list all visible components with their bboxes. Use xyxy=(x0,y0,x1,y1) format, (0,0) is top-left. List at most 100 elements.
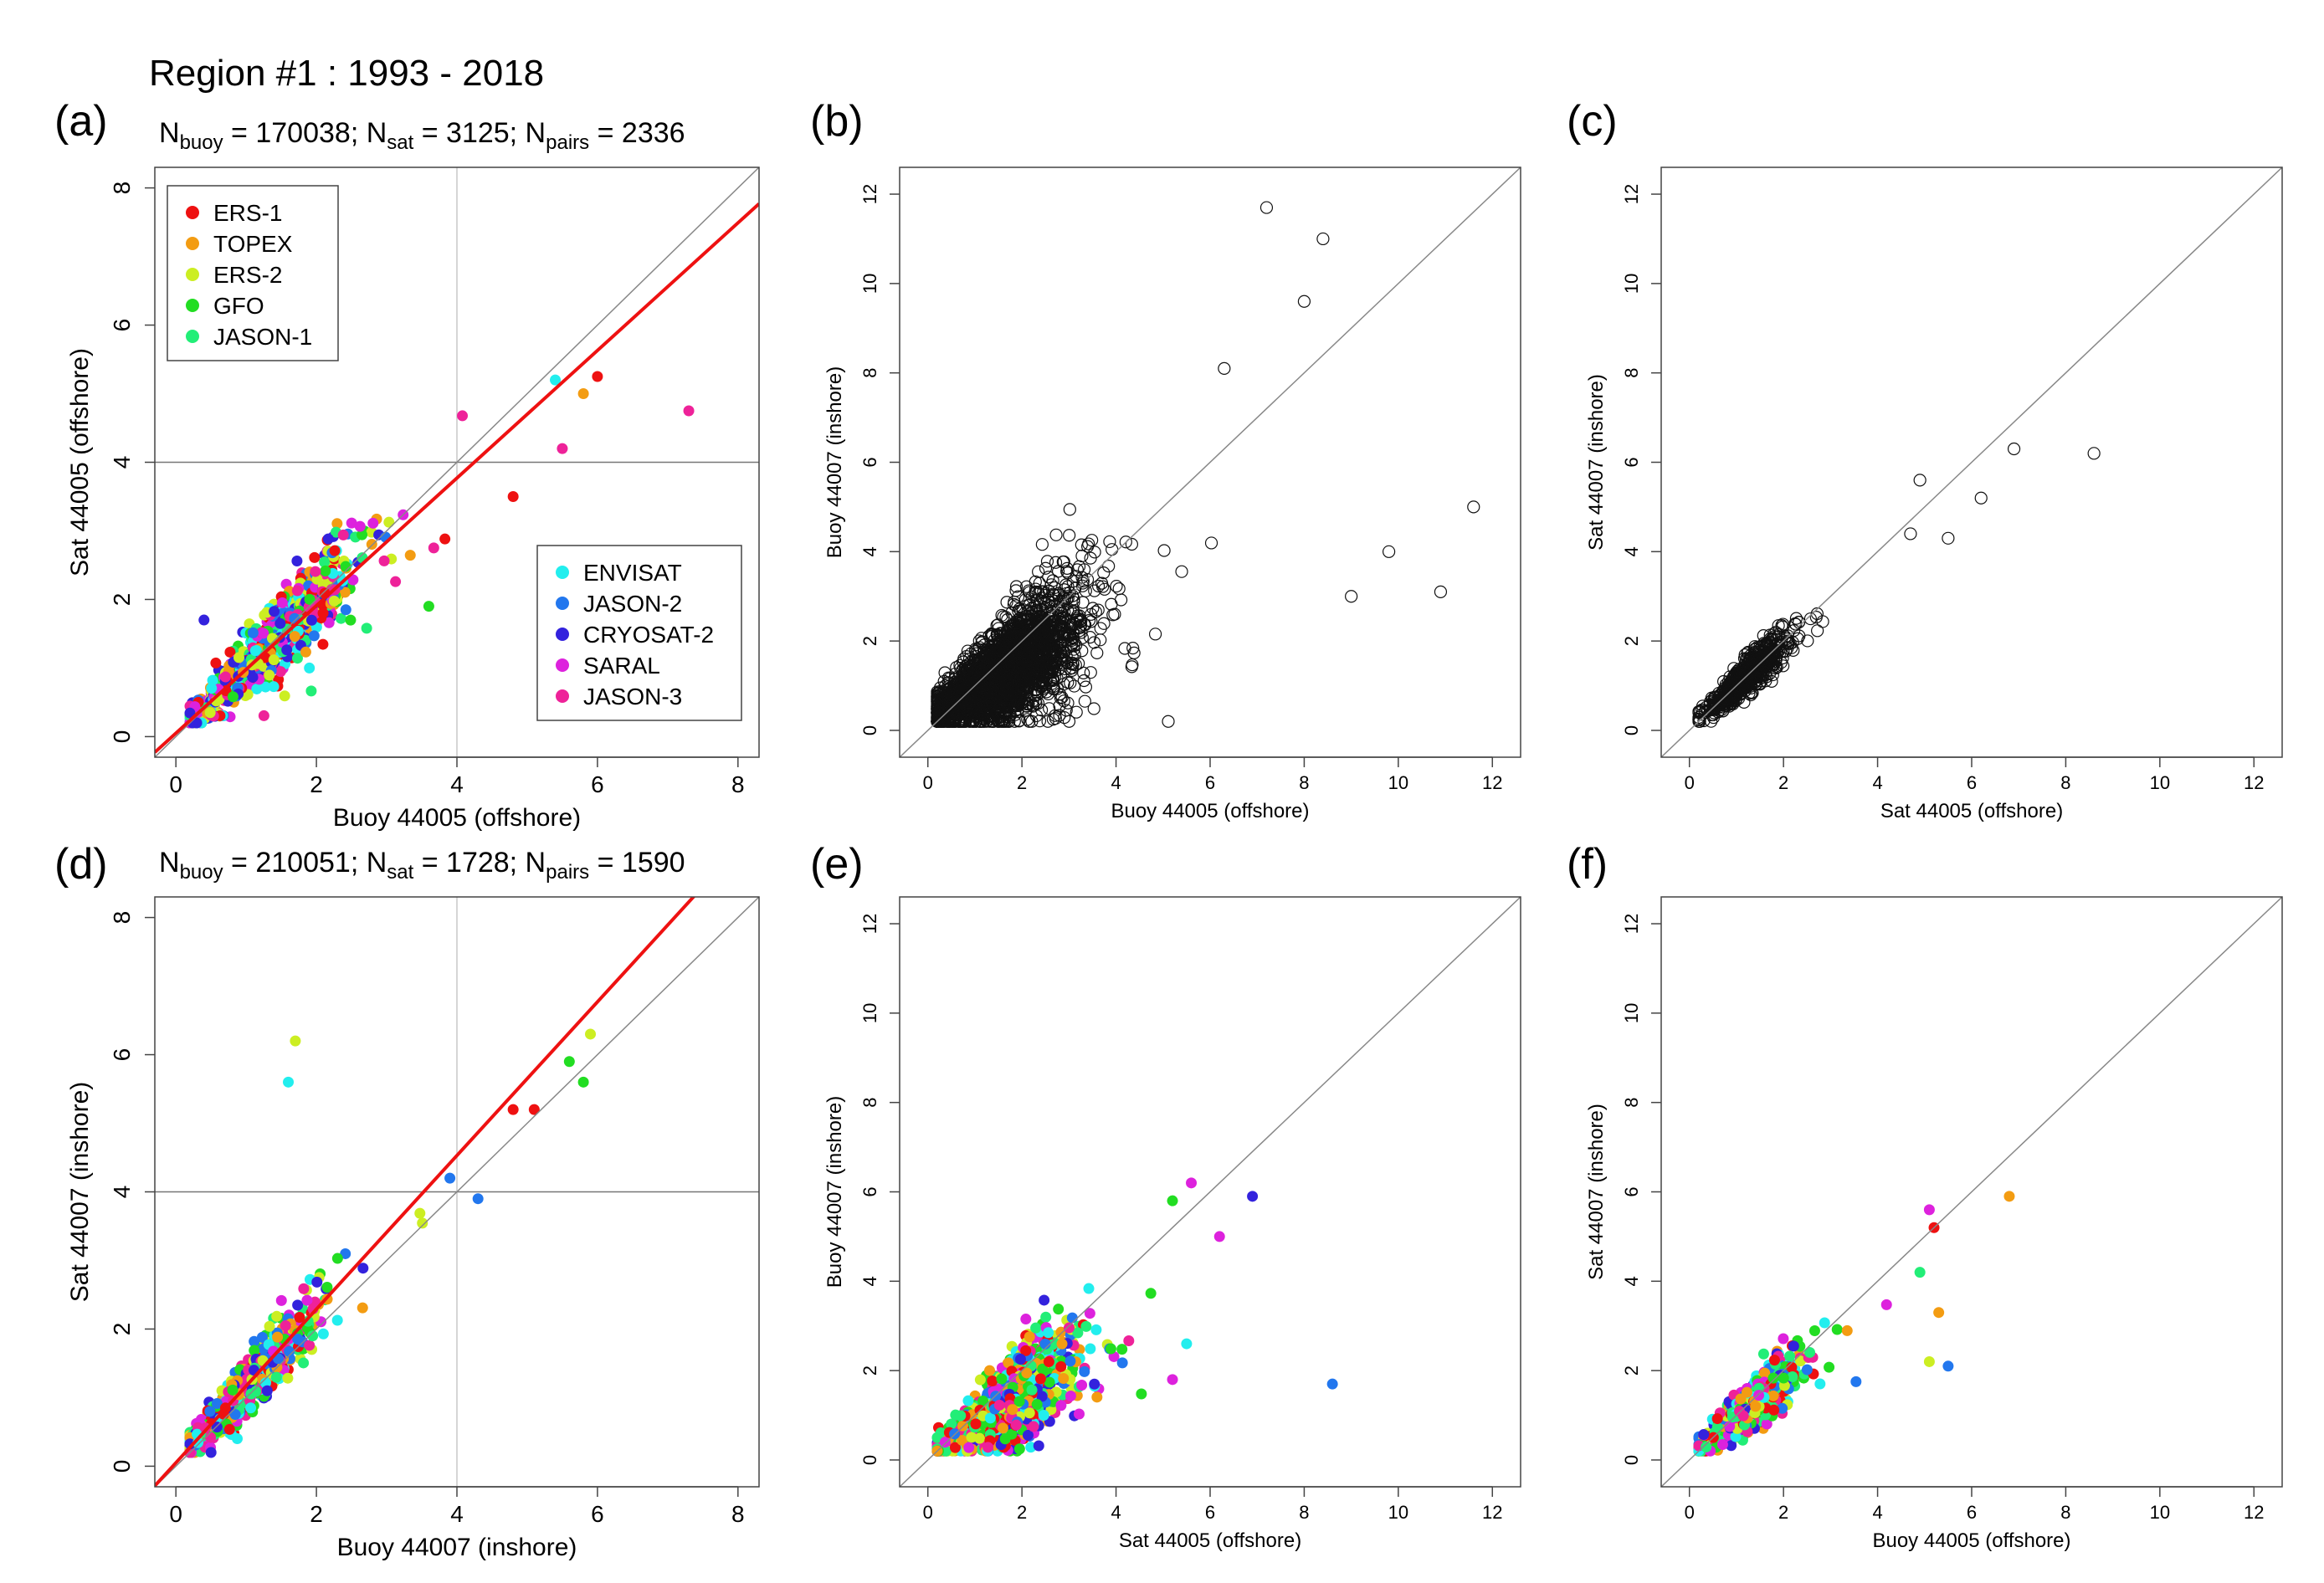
data-point xyxy=(274,617,286,629)
one-to-one-line xyxy=(900,167,1521,757)
data-point xyxy=(206,683,218,694)
data-point xyxy=(340,1247,351,1259)
data-point xyxy=(994,706,1008,720)
x-tick-label: 6 xyxy=(591,771,604,797)
data-point xyxy=(423,601,434,612)
data-point xyxy=(1012,715,1026,728)
data-point xyxy=(1033,715,1047,728)
data-point xyxy=(1716,700,1729,714)
data-point xyxy=(998,706,1012,720)
legend-label: ERS-1 xyxy=(213,200,282,226)
data-point xyxy=(1022,584,1035,597)
data-point xyxy=(1005,629,1018,643)
data-point xyxy=(1112,582,1126,596)
data-point xyxy=(1974,491,1988,505)
data-point xyxy=(1005,659,1019,674)
data-point xyxy=(308,630,320,642)
data-point xyxy=(1062,715,1076,728)
data-point xyxy=(301,1294,313,1306)
data-point xyxy=(210,657,222,669)
data-point xyxy=(274,666,286,678)
y-tick-label: 4 xyxy=(109,456,135,469)
legend-marker xyxy=(556,566,569,579)
data-point xyxy=(292,1299,304,1311)
data-point xyxy=(1105,597,1118,611)
data-point xyxy=(1075,549,1089,563)
regression-line xyxy=(155,202,759,754)
plot-area xyxy=(900,167,1521,757)
data-point xyxy=(1009,584,1023,597)
data-point xyxy=(271,1310,283,1322)
data-point xyxy=(347,574,359,586)
data-point xyxy=(1787,643,1800,657)
data-point xyxy=(383,516,395,528)
data-point xyxy=(1467,500,1480,514)
data-point xyxy=(331,1253,343,1264)
legend-label: SARAL xyxy=(583,653,660,679)
x-tick-label: 6 xyxy=(1205,772,1215,793)
data-point xyxy=(1043,666,1057,679)
data-point xyxy=(1789,612,1803,625)
data-point xyxy=(1025,605,1039,618)
one-to-one-line xyxy=(1661,167,2282,757)
data-point xyxy=(204,707,216,719)
data-point xyxy=(1383,545,1396,558)
data-point xyxy=(1090,646,1104,659)
data-point xyxy=(1001,613,1014,627)
data-point xyxy=(969,643,982,656)
data-point xyxy=(975,664,988,678)
data-point xyxy=(367,517,379,529)
data-point xyxy=(1738,684,1752,698)
data-point xyxy=(2007,442,2021,456)
data-point xyxy=(993,655,1007,669)
data-point xyxy=(304,662,316,674)
data-point xyxy=(404,550,416,561)
data-point xyxy=(1259,201,1274,214)
data-point xyxy=(1913,474,1926,487)
x-axis: 0 2 4 6 8 10 12 xyxy=(923,756,1503,793)
data-point xyxy=(1097,566,1111,580)
data-point xyxy=(943,683,957,696)
data-point xyxy=(1085,534,1099,547)
data-point xyxy=(1297,295,1311,308)
legend-marker xyxy=(186,206,199,219)
data-point xyxy=(1046,682,1059,695)
data-point xyxy=(1782,636,1796,650)
x-axis-label: Sat 44005 (offshore) xyxy=(1880,800,2063,822)
data-point xyxy=(291,585,303,597)
data-point xyxy=(1009,580,1023,593)
data-point xyxy=(1119,535,1132,549)
y-tick-label: 8 xyxy=(109,182,135,195)
data-point xyxy=(1070,570,1083,583)
data-point xyxy=(300,646,311,658)
data-point xyxy=(1103,535,1116,549)
legend-marker xyxy=(556,628,569,641)
x-tick-label: 0 xyxy=(1685,772,1695,793)
legend-label: JASON-2 xyxy=(583,591,682,617)
y-axis-label: Sat 44007 (inshore) xyxy=(1585,374,1608,551)
data-point xyxy=(1046,587,1059,601)
data-point xyxy=(1052,642,1065,655)
data-point xyxy=(996,673,1009,686)
data-point xyxy=(1054,691,1068,704)
data-point xyxy=(984,628,998,642)
x-tick-label: 6 xyxy=(1967,772,1977,793)
data-point xyxy=(1076,596,1090,609)
data-point xyxy=(251,683,263,694)
data-point xyxy=(1765,646,1778,660)
x-axis-label: Buoy 44005 (offshore) xyxy=(1111,800,1309,822)
data-point xyxy=(987,681,1000,694)
data-point xyxy=(992,643,1005,657)
data-point xyxy=(1742,687,1756,700)
data-point xyxy=(219,671,231,683)
data-point xyxy=(1066,589,1080,602)
data-point xyxy=(1077,674,1090,688)
data-point xyxy=(1148,628,1162,641)
data-point xyxy=(233,652,245,663)
data-point xyxy=(354,520,366,532)
data-point xyxy=(1204,536,1218,550)
data-point xyxy=(345,614,357,626)
data-point xyxy=(1042,584,1056,597)
data-point xyxy=(1110,579,1123,593)
